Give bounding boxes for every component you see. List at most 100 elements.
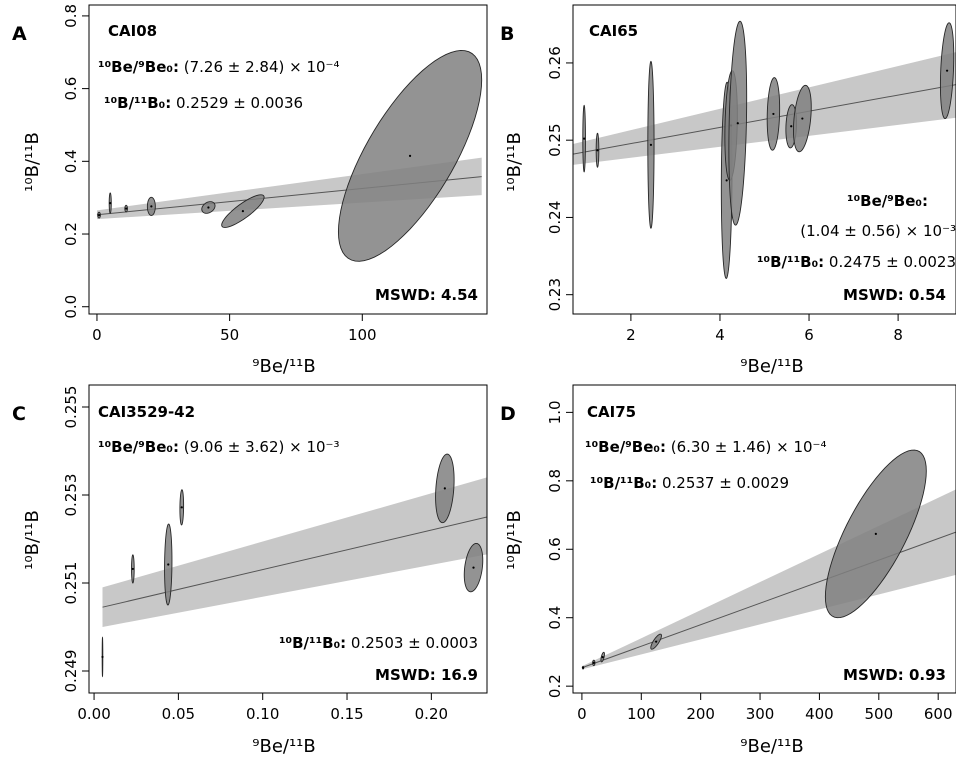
initial-b-ratio-label: ¹⁰B/¹¹B₀: [279,634,346,652]
mswd-label: MSWD: 0.54 [843,286,946,304]
initial-b-ratio-label: ¹⁰B/¹¹B₀: [590,474,657,492]
y-tick-label: 0.6 [62,77,80,101]
y-axis-label: ¹⁰B/¹¹B [504,132,525,192]
initial-be-ratio-value: (7.26 ± 2.84) × 10⁻⁴ [179,58,340,76]
y-tick-label: 0.8 [546,469,564,493]
initial-be-ratio-label: ¹⁰Be/⁹Be₀: [847,192,928,210]
y-tick-label: 0.6 [546,537,564,561]
x-tick-label: 200 [686,705,715,723]
x-tick-label: 50 [220,326,239,344]
data-point [801,117,804,120]
x-tick-label: 600 [924,705,953,723]
data-point [790,125,793,128]
y-axis-label: ¹⁰B/¹¹B [504,510,525,570]
x-tick-label: 0 [577,705,587,723]
initial-be-ratio: ¹⁰Be/⁹Be₀: (6.30 ± 1.46) × 10⁻⁴ [585,438,826,456]
initial-be-ratio-label: ¹⁰Be/⁹Be₀: [585,438,666,456]
y-tick-label: 0.249 [62,650,80,693]
data-point [207,206,210,209]
sample-name: CAI3529-42 [98,403,195,421]
x-tick-label: 4 [715,326,725,344]
mswd-label: MSWD: 16.9 [375,666,478,684]
y-axis-label: ¹⁰B/¹¹B [22,510,43,570]
data-point [109,202,112,205]
data-point [408,154,412,157]
y-tick-label: 0.2 [62,222,80,246]
x-tick-label: 0.05 [162,705,195,723]
data-point [601,655,604,659]
data-point [649,143,653,146]
data-point [596,149,599,152]
x-tick-label: 0.20 [415,705,448,723]
initial-b-ratio: ¹⁰B/¹¹B₀: 0.2475 ± 0.0023 [757,253,956,271]
data-point [736,122,739,125]
plot-area [96,50,483,262]
y-tick-label: 1.0 [546,400,564,424]
plot-frame [572,4,956,315]
y-axis-label: ¹⁰B/¹¹B [22,132,43,192]
x-axis-label: ⁹Be/¹¹B [740,736,803,757]
x-tick-label: 0.00 [77,705,110,723]
panel-letter: D [500,403,516,425]
initial-be-ratio-label: ¹⁰Be/⁹Be₀: [98,58,179,76]
data-point [101,655,104,659]
confidence-band [102,477,487,627]
y-tick-label: 0.251 [62,562,80,605]
initial-b-ratio: ¹⁰B/¹¹B₀: 0.2529 ± 0.0036 [104,94,303,112]
x-axis-label: ⁹Be/¹¹B [252,736,315,757]
confidence-band [573,52,956,165]
data-point [241,210,244,213]
panel-a: 0 50 100 0.0 0.2 0.4 0.6 0.8 ⁹Be/¹¹B ¹⁰B/¹¹B A CAI0… [12,4,488,377]
initial-b-ratio-label: ¹⁰B/¹¹B₀: [757,253,824,271]
sample-name: CAI08 [108,22,157,40]
data-point [125,207,128,210]
x-tick-label: 300 [746,705,775,723]
data-point [655,640,658,643]
data-point [167,563,170,566]
initial-be-ratio: ¹⁰Be/⁹Be₀: (7.26 ± 2.84) × 10⁻⁴ [98,58,339,76]
y-tick-label: 0.4 [62,149,80,173]
y-tick-label: 0.4 [546,606,564,630]
initial-be-ratio-value: (1.04 ± 0.56) × 10⁻³ [800,222,956,240]
data-point [180,506,183,509]
panel-letter: C [12,403,26,425]
data-point [945,69,949,72]
initial-b-ratio-value: 0.2529 ± 0.0036 [171,94,303,112]
y-tick-label: 0.253 [62,474,80,517]
y-tick-label: 0.23 [546,278,564,311]
x-tick-label: 0.15 [330,705,363,723]
plot-area [573,20,956,280]
x-tick-label: 2 [626,326,636,344]
initial-b-ratio-value: 0.2475 ± 0.0023 [824,253,956,271]
initial-b-ratio: ¹⁰B/¹¹B₀: 0.2537 ± 0.0029 [590,474,789,492]
data-point [772,112,775,116]
y-tick-label: 0.26 [546,46,564,79]
initial-be-ratio-value: (9.06 ± 3.62) × 10⁻³ [179,438,340,456]
initial-b-ratio: ¹⁰B/¹¹B₀: 0.2503 ± 0.0003 [279,634,478,652]
y-tick-label: 0.0 [62,295,80,319]
plot-area [581,449,956,670]
y-tick-label: 0.25 [546,123,564,156]
x-axis-label: ⁹Be/¹¹B [740,356,803,377]
y-tick-label: 0.255 [62,386,80,429]
data-point [131,567,134,571]
sample-name: CAI65 [589,22,638,40]
initial-b-ratio-label: ¹⁰B/¹¹B₀: [104,94,171,112]
x-tick-label: 6 [804,326,814,344]
plot-frame [88,4,488,315]
plot-frame [88,384,488,694]
initial-b-ratio-value: 0.2537 ± 0.0029 [657,474,789,492]
y-tick-label: 0.24 [546,201,564,234]
sample-name: CAI75 [587,403,636,421]
initial-be-ratio-label: ¹⁰Be/⁹Be₀: [98,438,179,456]
x-axis-label: ⁹Be/¹¹B [252,356,315,377]
y-tick-label: 0.8 [62,4,80,28]
y-tick-label: 0.2 [546,674,564,698]
plot-frame [572,384,956,694]
data-point [581,666,585,669]
data-point [583,137,586,140]
initial-be-ratio: ¹⁰Be/⁹Be₀: (9.06 ± 3.62) × 10⁻³ [98,438,339,456]
mswd-label: MSWD: 0.93 [843,666,946,684]
mswd-label: MSWD: 4.54 [375,286,478,304]
x-tick-label: 500 [864,705,893,723]
